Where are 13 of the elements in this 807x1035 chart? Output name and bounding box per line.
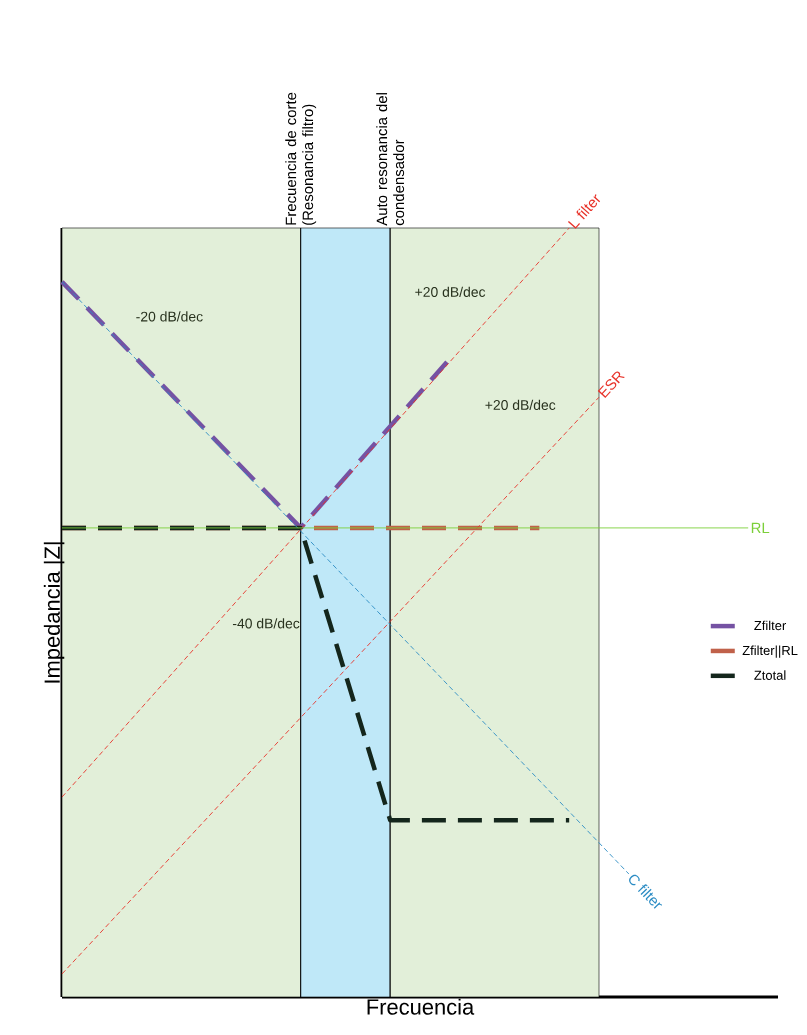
- text: Auto resonancia del condensador: [376, 93, 405, 226]
- series-label: RL: [751, 522, 770, 534]
- text: Frecuencia de corte (Resonancia filtro): [285, 92, 317, 225]
- annotation: -20 dB/dec: [136, 311, 203, 322]
- y-axis-title: Impedancia |Z|: [43, 542, 65, 683]
- x-axis-title: Frecuencia: [367, 998, 475, 1015]
- annotation: -40 dB/dec: [232, 618, 300, 629]
- legend-label: Zfilter: [754, 620, 787, 631]
- legend-label: Zfilter||RL: [742, 645, 798, 658]
- legend-label: Ztotal: [754, 670, 786, 680]
- text: C filter: [629, 874, 663, 909]
- annotation: +20 dB/dec: [485, 399, 556, 410]
- annotation: +20 dB/dec: [415, 286, 486, 297]
